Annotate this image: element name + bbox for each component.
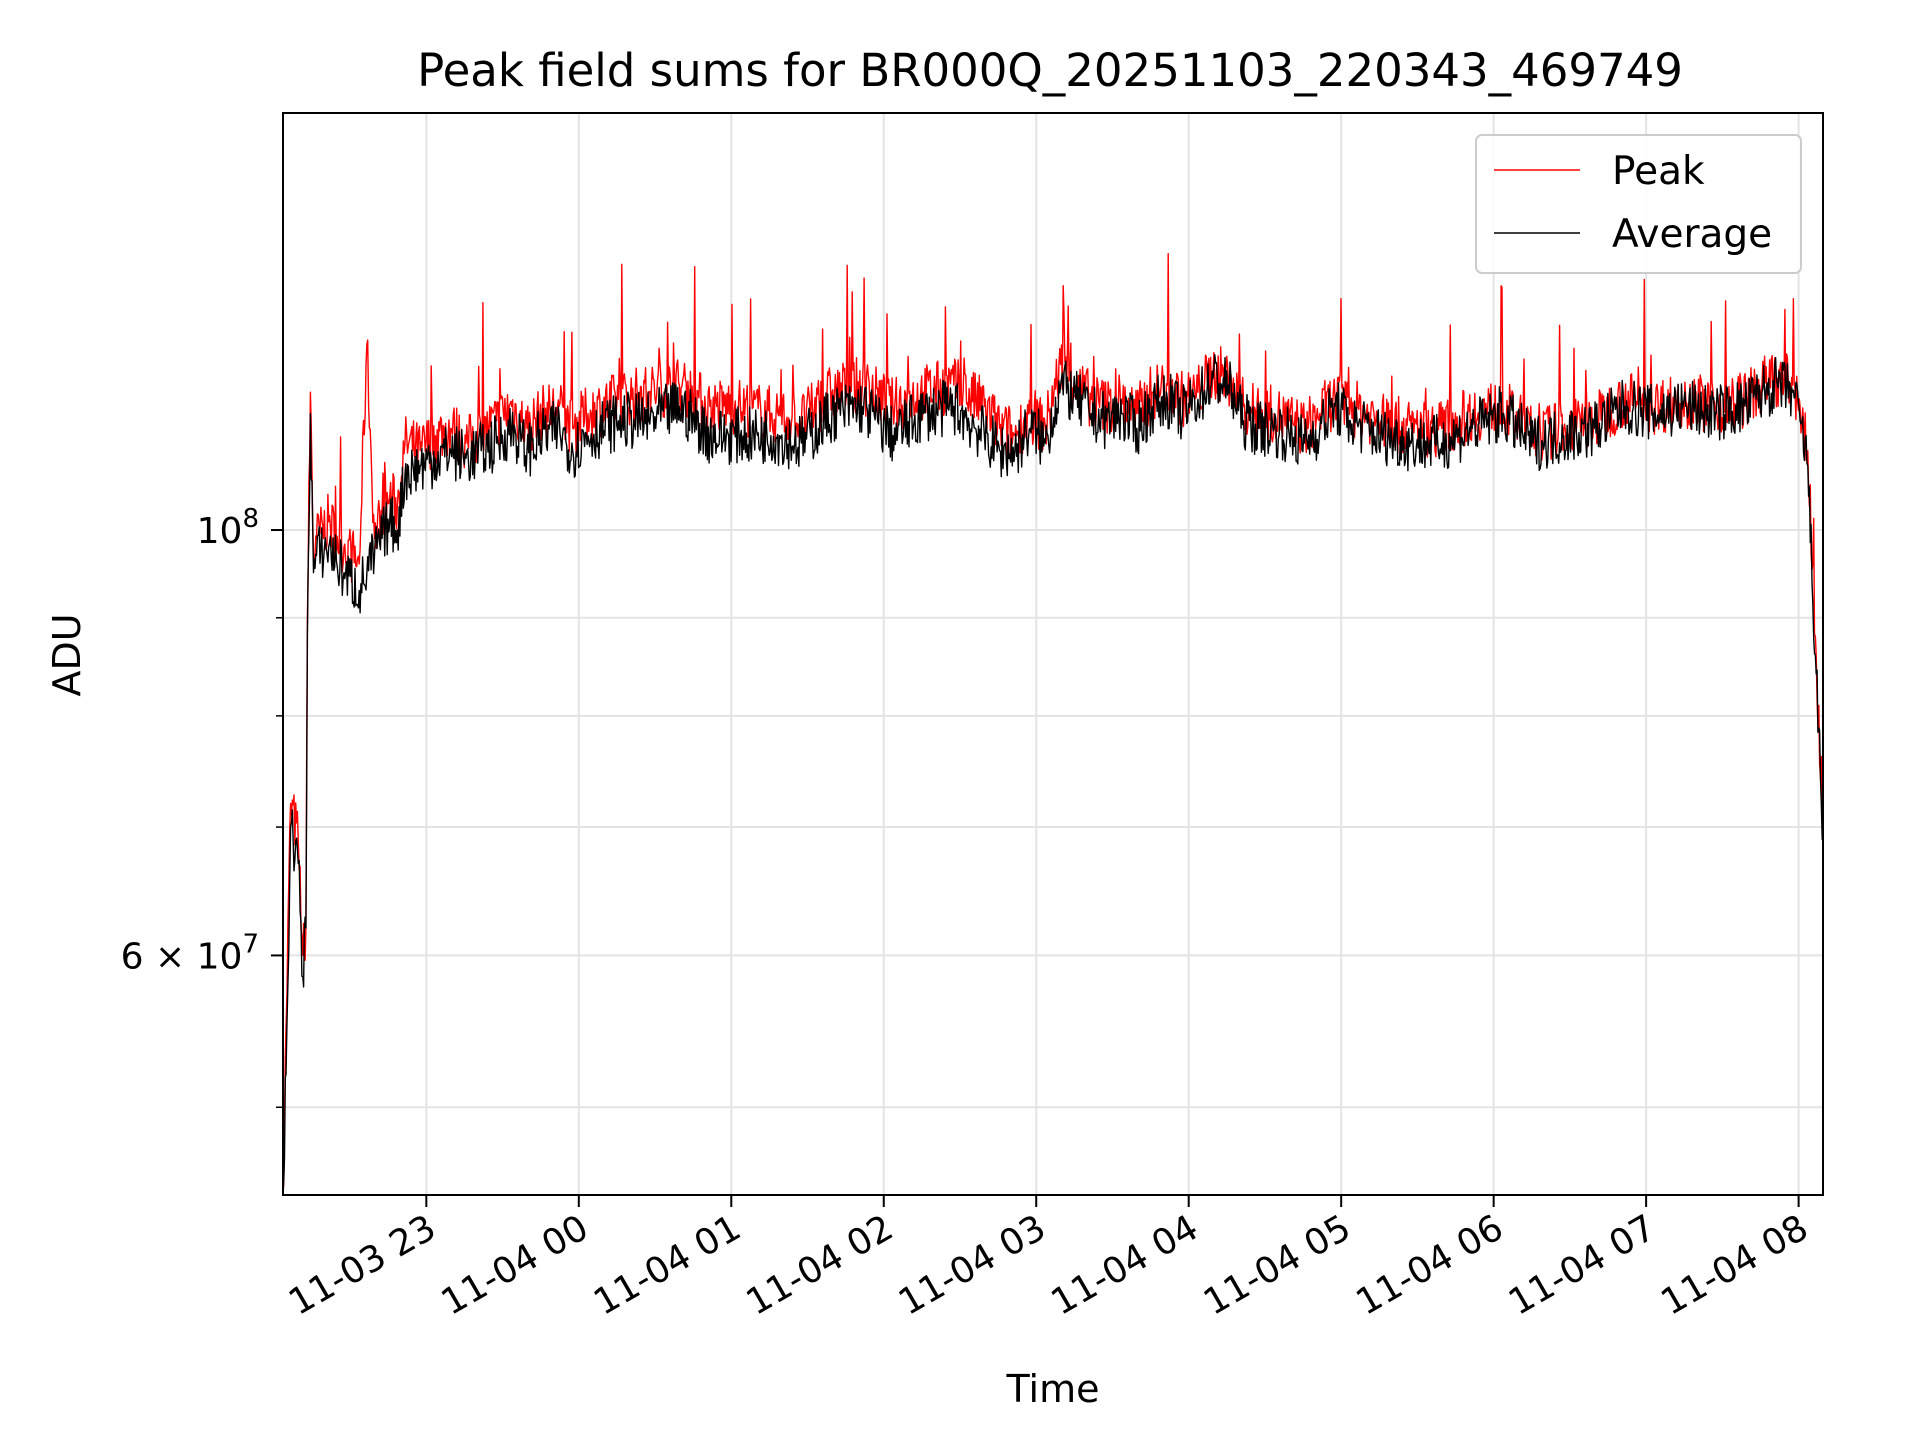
legend-peak-label: Peak [1612, 149, 1705, 194]
legend-average-label: Average [1612, 212, 1772, 257]
legend: Peak Average [1475, 134, 1802, 274]
x-axis-label: Time [1006, 1367, 1100, 1411]
series-line-average [283, 354, 1823, 1195]
y-axis-label: ADU [45, 613, 89, 696]
y-axis: 108 6 × 107 [121, 504, 283, 1109]
series-layer [283, 253, 1823, 1195]
chart-title: Peak field sums for BR000Q_20251103_2203… [417, 44, 1683, 97]
plot-frame [282, 112, 1824, 1196]
y-tick-label: 6 × 107 [121, 929, 259, 977]
grid [283, 113, 1823, 1195]
y-tick-label: 108 [197, 504, 259, 552]
